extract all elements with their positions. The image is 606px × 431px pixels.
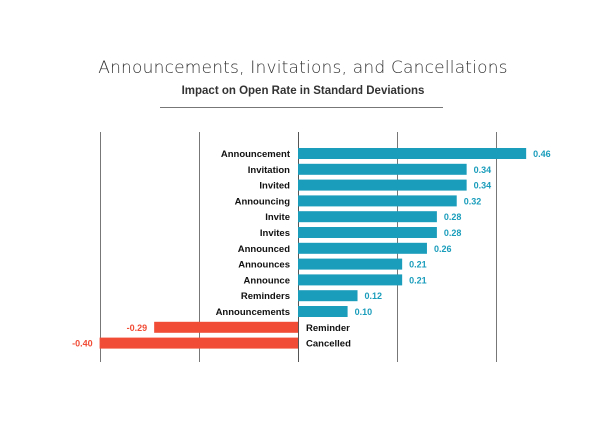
category-label: Announces <box>238 260 290 271</box>
bar-invited <box>298 179 467 191</box>
value-label: 0.21 <box>409 260 427 270</box>
value-label: 0.34 <box>474 165 492 175</box>
value-label: 0.46 <box>533 149 551 159</box>
value-label: 0.32 <box>464 196 482 206</box>
value-label: 0.28 <box>444 212 462 222</box>
bar-announcements <box>298 306 348 317</box>
category-label: Invite <box>265 212 290 223</box>
value-label: 0.10 <box>355 307 373 317</box>
category-label: Announced <box>238 244 290 255</box>
value-label: -0.29 <box>127 323 148 333</box>
bar-invites <box>298 227 437 238</box>
bar-reminders <box>298 290 358 302</box>
value-label: 0.34 <box>474 181 492 191</box>
value-label: -0.40 <box>72 339 93 349</box>
category-label: Announcement <box>221 149 291 160</box>
category-label: Announcements <box>216 307 290 318</box>
value-label: 0.12 <box>365 291 383 301</box>
category-label: Reminder <box>306 323 350 334</box>
bar-invitation <box>298 163 467 175</box>
chart-subtitle: Impact on Open Rate in Standard Deviatio… <box>181 85 425 97</box>
bar-reminder <box>154 321 298 333</box>
category-label: Reminders <box>241 291 290 302</box>
value-label: 0.28 <box>444 228 462 238</box>
category-label: Cancelled <box>306 339 351 350</box>
bar-announce <box>298 274 403 286</box>
value-label: 0.26 <box>434 244 452 254</box>
value-label: 0.21 <box>409 275 427 285</box>
bar-announcement <box>298 148 527 159</box>
category-label: Invited <box>259 181 290 192</box>
bar-cancelled <box>99 337 298 349</box>
category-label: Invitation <box>248 165 290 176</box>
bar-announced <box>298 242 427 254</box>
bar-announces <box>298 258 403 270</box>
title-divider <box>160 107 443 108</box>
category-label: Invites <box>260 228 290 239</box>
bar-announcing <box>298 195 457 207</box>
bar-invite <box>298 211 437 223</box>
chart-title: Announcements, Invitations, and Cancella… <box>98 58 508 78</box>
category-label: Announcing <box>235 196 291 207</box>
category-label: Announce <box>244 275 290 286</box>
